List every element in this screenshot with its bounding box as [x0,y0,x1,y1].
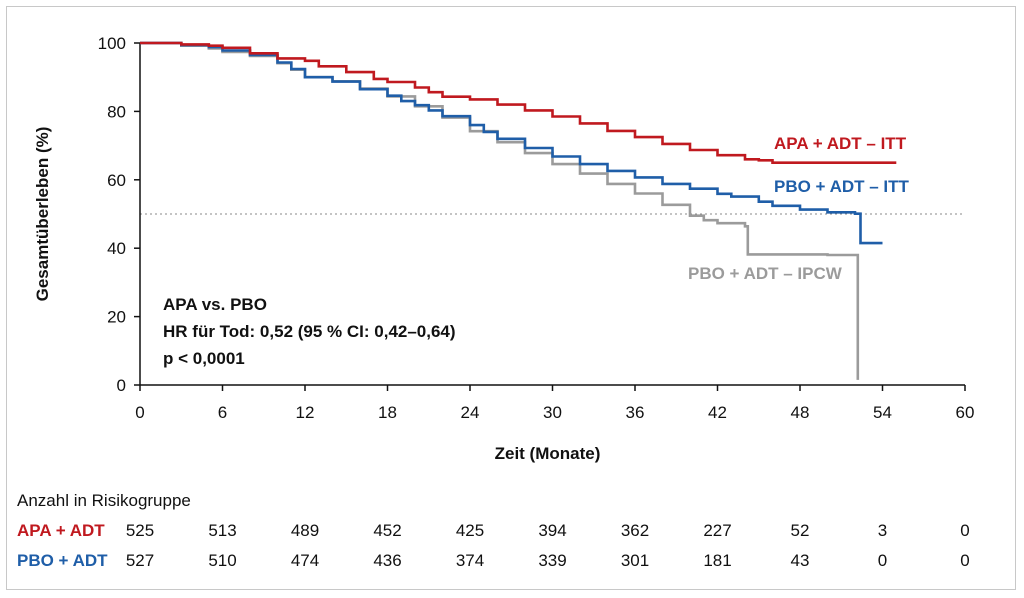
curve-label-1: PBO + ADT – ITT [774,177,910,196]
risk-table-title: Anzahl in Risikogruppe [17,491,191,510]
x-tick-label: 42 [708,403,727,422]
y-axis-title: Gesamtüberleben (%) [33,127,52,302]
series-line-1 [140,41,883,245]
risk-value: 374 [456,551,484,570]
risk-row-label: APA + ADT [17,521,105,540]
risk-value: 394 [538,521,566,540]
risk-value: 362 [621,521,649,540]
labels: APA + ADT – ITT PBO + ADT – ITT PBO + ADT … [163,134,910,368]
risk-value: 0 [960,521,969,540]
risk-value: 0 [878,551,887,570]
risk-value: 301 [621,551,649,570]
x-tick-label: 36 [626,403,645,422]
figure-frame [6,6,1016,590]
risk-row-label: PBO + ADT [17,551,108,570]
x-axis-title: Zeit (Monate) [495,444,601,463]
y-tick-label: 20 [107,308,126,327]
y-tick-label: 100 [98,34,126,53]
risk-value: 0 [960,551,969,570]
risk-value: 510 [208,551,236,570]
risk-value: 527 [126,551,154,570]
y-tick-label: 0 [117,376,126,395]
y-tick-label: 40 [107,239,126,258]
curve-label-0: APA + ADT – ITT [774,134,907,153]
x-tick-label: 6 [218,403,227,422]
risk-value: 52 [791,521,810,540]
x-tick-label: 54 [873,403,892,422]
stat-annotation-line: HR für Tod: 0,52 (95 % CI: 0,42–0,64) [163,322,456,341]
x-tick-label: 48 [791,403,810,422]
x-tick-label: 60 [956,403,975,422]
risk-value: 339 [538,551,566,570]
series-line-0 [140,41,897,164]
risk-value: 43 [791,551,810,570]
x-tick-label: 18 [378,403,397,422]
y-tick-label: 60 [107,171,126,190]
risk-table: Anzahl in Risikogruppe APA + ADT 525 513 489… [17,491,970,570]
stat-annotation-line: APA vs. PBO [163,295,267,314]
risk-value: 489 [291,521,319,540]
risk-value: 436 [373,551,401,570]
x-tick-label: 0 [135,403,144,422]
curve-label-2: PBO + ADT – IPCW [688,264,843,283]
y-tick-label: 80 [107,102,126,121]
risk-value: 513 [208,521,236,540]
stat-annotation-line: p < 0,0001 [163,349,245,368]
risk-value: 181 [703,551,731,570]
risk-value: 227 [703,521,731,540]
axes: 0 20 40 60 80 100 0 6 12 18 24 30 36 42 48 54 60 Zeit (Mo… [33,34,974,463]
risk-value: 3 [878,521,887,540]
risk-value: 525 [126,521,154,540]
risk-value: 474 [291,551,319,570]
risk-value: 452 [373,521,401,540]
x-tick-label: 12 [296,403,315,422]
survival-curves [140,41,897,380]
x-tick-label: 24 [461,403,480,422]
x-tick-label: 30 [543,403,562,422]
risk-value: 425 [456,521,484,540]
